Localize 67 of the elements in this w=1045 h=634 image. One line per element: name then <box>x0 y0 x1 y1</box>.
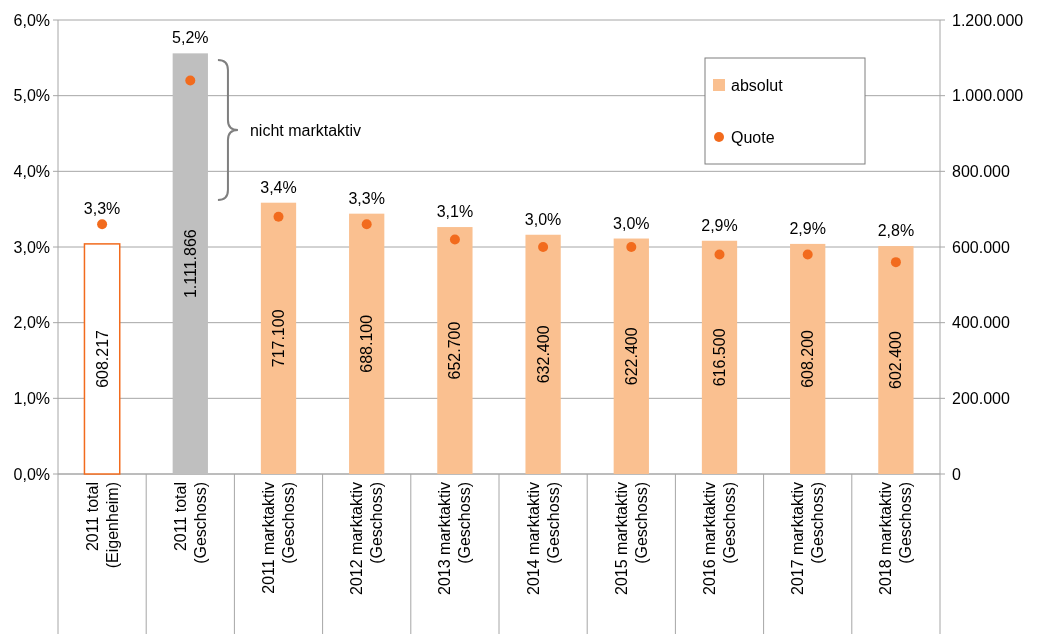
data-label: 717.100 <box>270 309 287 368</box>
y2-tick-label: 1.000.000 <box>952 87 1024 105</box>
bar <box>260 202 297 474</box>
data-label: 3,4% <box>260 178 297 196</box>
bar <box>349 213 385 474</box>
data-label: 2,9% <box>701 216 738 234</box>
point <box>538 242 549 252</box>
data-label: 5,2% <box>172 29 209 47</box>
x-tick-label: 2011 marktaktiv (Geschoss) <box>260 482 297 594</box>
data-label: 1.111.866 <box>181 229 199 299</box>
y2-tick-label: 1.200.000 <box>952 11 1024 29</box>
data-label: 616.500 <box>711 328 728 387</box>
point <box>714 249 725 260</box>
x-tick-label: 2012 marktaktiv (Geschoss) <box>348 482 386 595</box>
y-tick-label: 4,0% <box>13 162 50 180</box>
bar <box>613 238 649 474</box>
y2-tick-label: 800.000 <box>952 162 1010 180</box>
point <box>185 75 196 86</box>
data-label: 622.400 <box>622 327 640 386</box>
data-label: 2,9% <box>789 219 826 237</box>
y-tick-label: 6,0% <box>13 11 50 29</box>
data-label: 3,3% <box>83 200 121 218</box>
point <box>449 234 460 245</box>
legend-label: absolut <box>731 76 784 94</box>
y-tick-label: 0,0% <box>13 465 50 483</box>
point <box>890 257 901 268</box>
x-tick-label: 2015 marktaktiv (Geschoss) <box>612 482 650 595</box>
data-label: 3,0% <box>613 214 650 232</box>
y2-tick-label: 0 <box>952 465 961 483</box>
bar <box>878 246 914 474</box>
bar <box>790 243 826 474</box>
bar <box>701 240 738 474</box>
y2-tick-label: 200.000 <box>952 389 1010 407</box>
annotation: nicht marktaktiv <box>249 121 362 139</box>
x-tick-label: 2013 marktaktiv (Geschoss) <box>436 482 474 595</box>
data-label: 652.700 <box>446 321 464 380</box>
data-label: 2,8% <box>877 222 915 240</box>
data-label: 3,1% <box>436 203 474 221</box>
data-label: 608.217 <box>93 329 111 388</box>
point <box>626 242 637 252</box>
x-tick-label: 2011 total (Geschoss) <box>171 482 209 564</box>
legend-label: Quote <box>731 128 775 146</box>
point <box>802 249 813 260</box>
x-tick-label: 2016 marktaktiv (Geschoss) <box>701 482 738 595</box>
y2-tick-label: 600.000 <box>952 238 1010 256</box>
x-tick-label: 2014 marktaktiv (Geschoss) <box>524 482 562 595</box>
data-label: 632.400 <box>534 325 552 384</box>
y2-tick-label: 400.000 <box>952 314 1010 332</box>
x-tick-label: 2018 marktaktiv (Geschoss) <box>877 482 915 595</box>
y-tick-label: 2,0% <box>13 314 50 332</box>
data-label: 688.100 <box>358 314 376 373</box>
point <box>97 219 108 230</box>
bar <box>525 234 561 474</box>
bar <box>172 53 208 474</box>
y-tick-label: 5,0% <box>13 87 50 105</box>
point <box>361 219 372 230</box>
data-label: 3,0% <box>524 210 562 228</box>
y-tick-label: 3,0% <box>13 238 50 256</box>
data-label: 3,3% <box>348 189 385 207</box>
x-tick-label: 2017 marktaktiv (Geschoss) <box>789 482 827 595</box>
data-label: 602.400 <box>887 331 905 389</box>
y-tick-label: 1,0% <box>13 389 50 407</box>
data-label: 608.200 <box>799 329 817 388</box>
x-tick-label: 2011 total (Eigenheim) <box>83 482 121 569</box>
bar <box>83 243 121 475</box>
bar <box>437 227 473 474</box>
point <box>273 211 284 222</box>
